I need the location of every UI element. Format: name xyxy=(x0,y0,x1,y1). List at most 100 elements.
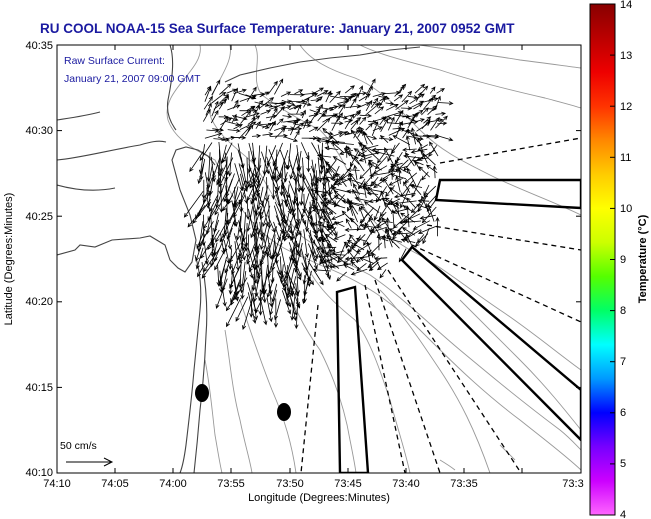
current-vector-arrow xyxy=(415,91,422,102)
current-vector-arrow xyxy=(296,233,302,255)
current-vector-arrow xyxy=(331,114,340,131)
current-vector-arrow xyxy=(246,242,256,265)
current-vector-arrow xyxy=(189,151,204,173)
current-vector-arrow xyxy=(258,271,270,302)
current-vector-arrow xyxy=(331,213,345,220)
current-vector-arrow xyxy=(395,120,403,137)
current-vector-arrow xyxy=(300,193,310,219)
colorbar-label: Temperature (°C) xyxy=(637,214,649,303)
current-vector-arrow xyxy=(311,206,331,215)
current-vector-arrow xyxy=(333,190,346,201)
current-vector-arrow xyxy=(417,144,429,151)
current-vector-arrow xyxy=(274,299,281,321)
current-vector-arrow xyxy=(321,250,338,262)
current-vector-arrow xyxy=(332,156,347,165)
current-vector-arrow xyxy=(344,256,368,261)
current-vector-arrow xyxy=(389,187,408,201)
colorbar-tick-label: 4 xyxy=(620,509,626,519)
current-vector-arrow xyxy=(274,102,286,108)
current-vector-arrow xyxy=(255,121,261,129)
current-vector-arrow xyxy=(416,203,428,209)
current-vector-arrow xyxy=(219,83,232,95)
colorbar-tick-label: 10 xyxy=(620,203,632,215)
current-vector-arrow xyxy=(312,267,331,273)
current-vector-arrow xyxy=(366,241,374,258)
current-vector-arrow xyxy=(435,216,440,237)
current-vector-arrow xyxy=(303,96,310,108)
current-vector-arrow xyxy=(230,135,247,140)
current-vector-arrow xyxy=(412,118,425,123)
x-tick-label: 74:10 xyxy=(43,478,71,490)
current-vector-arrow xyxy=(227,152,232,177)
current-vector-arrow xyxy=(324,160,337,172)
current-vector-arrow xyxy=(195,247,204,270)
current-vector-arrow xyxy=(262,132,274,137)
current-vector-arrow xyxy=(364,222,373,235)
current-vector-arrow xyxy=(417,156,429,161)
colorbar-tick-label: 6 xyxy=(620,407,626,419)
current-vector-arrow xyxy=(390,173,407,180)
current-vector-arrow xyxy=(339,131,348,138)
current-vector-arrow xyxy=(225,290,240,312)
current-vector-arrow xyxy=(385,101,395,106)
current-vector-arrow xyxy=(271,177,276,200)
current-vector-arrow xyxy=(273,298,279,328)
x-axis-label: Longitude (Degrees:Minutes) xyxy=(248,492,390,504)
current-vector-arrow xyxy=(283,213,295,242)
current-vector-arrow xyxy=(235,296,249,322)
current-vector-arrow xyxy=(401,90,413,103)
scale-label: 50 cm/s xyxy=(60,440,97,452)
current-vector-arrow xyxy=(287,126,303,132)
current-vector-arrow xyxy=(295,101,312,107)
current-vector-arrow xyxy=(385,185,396,198)
current-vector-arrow xyxy=(367,135,378,140)
current-vector-arrow xyxy=(379,172,393,182)
current-vector-arrow xyxy=(330,263,351,269)
current-vector-arrow xyxy=(417,226,437,234)
current-vector-arrow xyxy=(372,101,383,106)
current-vector-arrow xyxy=(379,269,387,279)
current-vector-arrow xyxy=(268,283,274,308)
current-vector-arrow xyxy=(226,121,241,127)
current-vector-arrow xyxy=(315,96,323,103)
x-tick-labels: 74:10 74:05 74:00 73:55 73:50 73:45 73:4… xyxy=(43,478,583,490)
current-vector-arrow xyxy=(204,132,223,139)
current-vector-arrow xyxy=(283,136,298,142)
current-vector-arrow xyxy=(294,89,304,95)
current-vector-arrow xyxy=(403,181,411,193)
current-vector-arrow xyxy=(218,98,227,110)
current-vector-arrow xyxy=(253,104,260,117)
current-vector-arrow xyxy=(322,242,333,270)
current-vector-arrow xyxy=(222,194,234,212)
current-vector-arrow xyxy=(414,233,429,247)
current-vector-arrow xyxy=(259,91,270,98)
current-vector-arrow xyxy=(370,97,379,108)
x-tick-label: 73:45 xyxy=(334,478,362,490)
current-vector-arrow xyxy=(374,150,395,157)
current-vector-arrow xyxy=(372,252,382,270)
current-vector-arrow xyxy=(252,292,259,321)
current-vector-arrow xyxy=(344,113,355,130)
current-vector-arrow xyxy=(287,111,306,117)
colorbar-tick-label: 7 xyxy=(620,356,626,368)
current-vector-arrow xyxy=(262,284,267,304)
current-vector-arrow xyxy=(427,105,438,115)
current-vector-arrow xyxy=(213,213,219,233)
current-vector-arrow xyxy=(423,184,430,197)
current-vector-arrow xyxy=(273,106,286,119)
current-vector-arrow xyxy=(247,292,257,324)
current-vector-arrow xyxy=(325,90,332,103)
current-vector-arrow xyxy=(432,165,437,179)
current-vector-arrow xyxy=(233,194,246,218)
current-vector-arrow xyxy=(316,246,337,251)
current-vector-arrow xyxy=(337,247,353,264)
current-vector-arrow xyxy=(204,86,212,102)
current-vector-arrow xyxy=(437,135,454,142)
current-vector-arrow xyxy=(290,255,302,281)
current-vector-arrow xyxy=(308,234,319,260)
current-vector-arrow xyxy=(211,91,227,104)
current-vector-arrow xyxy=(245,200,251,221)
current-vector-arrow xyxy=(425,164,438,174)
current-vector-arrow xyxy=(324,201,346,209)
current-vector-arrow xyxy=(201,256,218,279)
